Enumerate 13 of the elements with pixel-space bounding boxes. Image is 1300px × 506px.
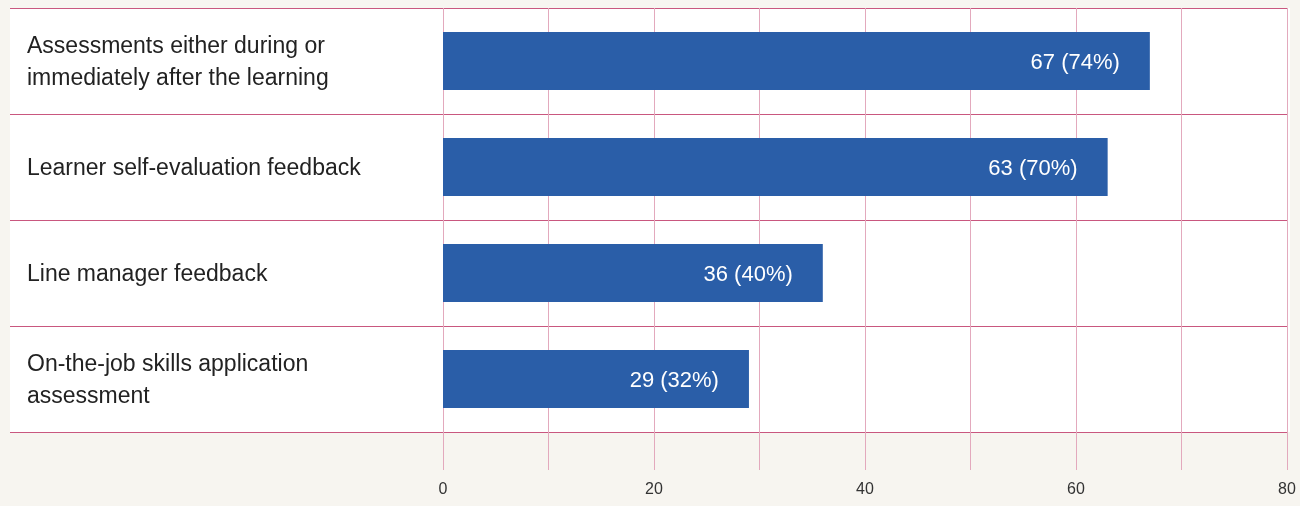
data-label: 63 (70%)	[988, 154, 1078, 180]
data-label: 36 (40%)	[703, 260, 793, 286]
x-tick-label: 80	[1278, 479, 1296, 497]
data-label: 29 (32%)	[629, 366, 719, 392]
y-tick-label: Line manager feedback	[27, 260, 268, 286]
x-tick-label: 40	[856, 479, 874, 497]
data-label: 67 (74%)	[1030, 48, 1120, 74]
x-tick-label: 60	[1067, 479, 1085, 497]
x-tick-label: 0	[438, 479, 448, 497]
y-tick-label: Learner self-evaluation feedback	[27, 154, 362, 180]
x-tick-label: 20	[645, 479, 663, 497]
y-tick-label: Assessments either during or immediately after the learning	[27, 32, 332, 90]
y-tick-label: On-the-job skills application assessment	[27, 350, 315, 408]
